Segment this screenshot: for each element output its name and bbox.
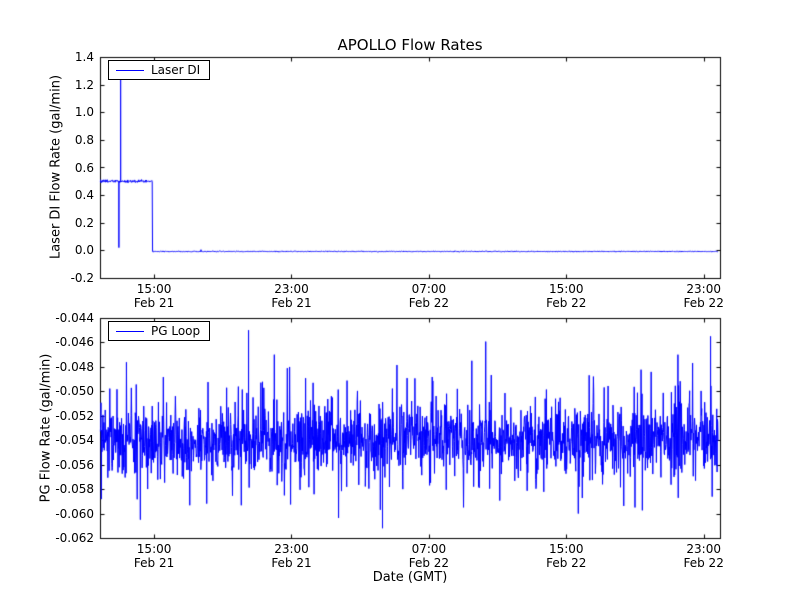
legend-pg-loop: PG Loop <box>108 321 211 341</box>
x-tick-time: 23:00 <box>686 282 721 296</box>
x-tick-date: Feb 21 <box>271 296 312 310</box>
x-tick-date: Feb 22 <box>683 296 724 310</box>
y-tick-label: -0.046 <box>55 335 94 350</box>
x-tick-time: 15:00 <box>548 542 584 556</box>
x-tick-date: Feb 22 <box>683 556 724 570</box>
y-tick-label: -0.060 <box>55 506 94 521</box>
x-tick-label: 15:00 Feb 21 <box>114 282 194 310</box>
y-tick-label: -0.062 <box>55 531 94 545</box>
legend-label: PG Loop <box>151 324 201 338</box>
x-tick-time: 15:00 <box>548 282 584 296</box>
x-axis-label: Date (GMT) <box>372 570 448 585</box>
legend-label: Laser DI <box>151 63 201 77</box>
x-tick-label: 15:00 Feb 22 <box>526 282 606 310</box>
x-tick-date: Feb 22 <box>408 556 450 570</box>
y-tick-label: 0.6 <box>74 160 94 175</box>
y-tick-label: 0.2 <box>74 215 94 230</box>
y-tick-label: -0.050 <box>55 384 94 399</box>
x-tick-date: Feb 21 <box>271 556 312 570</box>
x-tick-label: 23:00 Feb 21 <box>251 282 331 310</box>
y-tick-label: 0.4 <box>74 188 94 203</box>
x-tick-label: 23:00 Feb 22 <box>664 542 744 570</box>
y-tick-label: 1.2 <box>74 77 94 92</box>
y-tick-label: 0.0 <box>74 243 94 258</box>
y-tick-label: 1.0 <box>74 105 94 120</box>
y-tick-label: 1.4 <box>74 50 94 64</box>
y-tick-label: -0.048 <box>55 359 94 374</box>
x-tick-date: Feb 22 <box>546 296 587 310</box>
legend-line-sample <box>116 330 144 332</box>
y-tick-label: -0.058 <box>55 482 94 497</box>
x-tick-time: 23:00 <box>686 542 721 556</box>
x-tick-label: 07:00 Feb 22 <box>389 542 469 570</box>
x-tick-date: Feb 21 <box>133 296 175 310</box>
x-tick-time: 07:00 <box>411 282 447 296</box>
x-tick-label: 23:00 Feb 22 <box>664 282 744 310</box>
y-tick-label: -0.052 <box>55 408 94 423</box>
x-tick-time: 15:00 <box>136 542 172 556</box>
x-tick-label: 15:00 Feb 21 <box>114 542 194 570</box>
y-tick-label: -0.044 <box>55 311 94 325</box>
bottom-y-axis-label: PG Flow Rate (gal/min) <box>38 353 54 503</box>
x-tick-date: Feb 21 <box>133 556 175 570</box>
x-tick-date: Feb 22 <box>408 296 450 310</box>
x-tick-time: 15:00 <box>136 282 172 296</box>
x-tick-label: 15:00 Feb 22 <box>526 542 606 570</box>
legend-line-sample <box>116 69 144 71</box>
y-tick-label: -0.054 <box>55 433 94 448</box>
x-tick-time: 07:00 <box>411 542 447 556</box>
y-tick-label: 0.8 <box>74 132 94 147</box>
x-tick-label: 23:00 Feb 21 <box>251 542 331 570</box>
x-tick-time: 23:00 <box>274 282 309 296</box>
legend-laser-di: Laser DI <box>108 60 211 80</box>
x-tick-date: Feb 22 <box>546 556 587 570</box>
chart-title: APOLLO Flow Rates <box>337 36 483 54</box>
x-tick-time: 23:00 <box>274 542 309 556</box>
y-tick-label: -0.056 <box>55 457 94 472</box>
y-tick-label: -0.2 <box>70 271 94 285</box>
x-tick-label: 07:00 Feb 22 <box>389 282 469 310</box>
